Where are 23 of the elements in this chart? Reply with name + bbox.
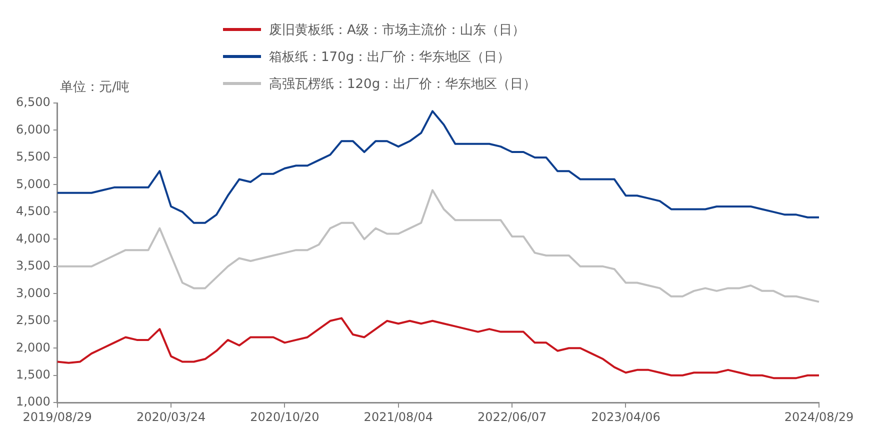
y-tick-label: 3,500 [16,258,50,273]
y-tick-label: 5,000 [16,176,50,191]
x-tick-label: 2019/08/29 [22,410,92,424]
y-tick-label: 1,500 [16,367,50,382]
y-tick-label: 2,500 [16,313,50,328]
y-tick-label: 5,500 [16,150,50,164]
legend-label: 废旧黄板纸：A级：市场主流价：山东（日） [269,22,525,38]
x-tick-label: 2020/03/24 [136,410,206,424]
y-tick-label: 1,000 [16,394,50,409]
y-tick-label: 2,000 [16,340,50,354]
x-tick-label: 2021/08/04 [364,410,433,424]
y-tick-label: 6,500 [16,95,50,110]
x-tick-label: 2023/04/06 [591,410,660,424]
y-tick-label: 6,000 [16,122,50,136]
legend-label: 箱板纸：170g：出厂价：华东地区（日） [269,48,510,66]
x-tick-label: 2022/06/07 [477,410,547,424]
x-tick-label: 2024/08/29 [784,410,854,424]
y-tick-label: 4,500 [16,204,50,218]
y-tick-label: 4,000 [16,231,50,246]
legend-label: 高强瓦楞纸：120g：出厂价：华东地区（日） [269,76,536,92]
y-tick-label: 3,000 [16,286,50,300]
x-tick-label: 2020/10/20 [250,410,320,424]
y-axis-title: 单位：元/吨 [60,79,130,96]
